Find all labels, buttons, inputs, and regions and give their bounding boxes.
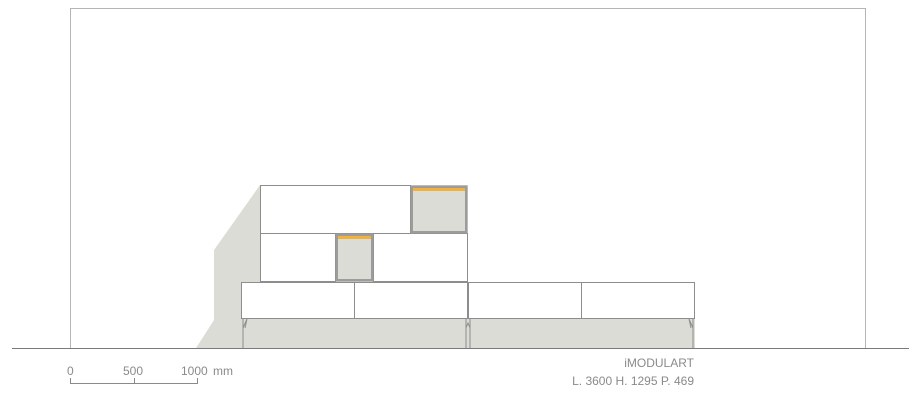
base-drawer-3 xyxy=(468,282,582,319)
base-row xyxy=(241,282,695,319)
base-drawer-2 xyxy=(354,282,468,319)
product-name: iMODULART xyxy=(624,356,694,370)
product-dimensions: L. 3600 H. 1295 P. 469 xyxy=(572,374,694,388)
open-niche-large xyxy=(410,185,468,234)
legs xyxy=(242,318,694,348)
upper-door-left xyxy=(260,185,411,234)
scale-unit: mm xyxy=(213,364,233,378)
led-strip-top xyxy=(413,188,465,191)
base-drawer-4 xyxy=(581,282,695,319)
scale-tick-500: 500 xyxy=(123,364,143,378)
scale-tick-0: 0 xyxy=(67,364,74,378)
scale-tick-1000: 1000 xyxy=(181,364,208,378)
base-drawer-1 xyxy=(241,282,355,319)
led-strip-middle xyxy=(338,236,371,239)
middle-door-left xyxy=(260,233,336,282)
open-niche-small xyxy=(335,233,374,282)
middle-door-right xyxy=(373,233,468,282)
scale-bar: 0 500 1000 mm xyxy=(67,364,233,384)
